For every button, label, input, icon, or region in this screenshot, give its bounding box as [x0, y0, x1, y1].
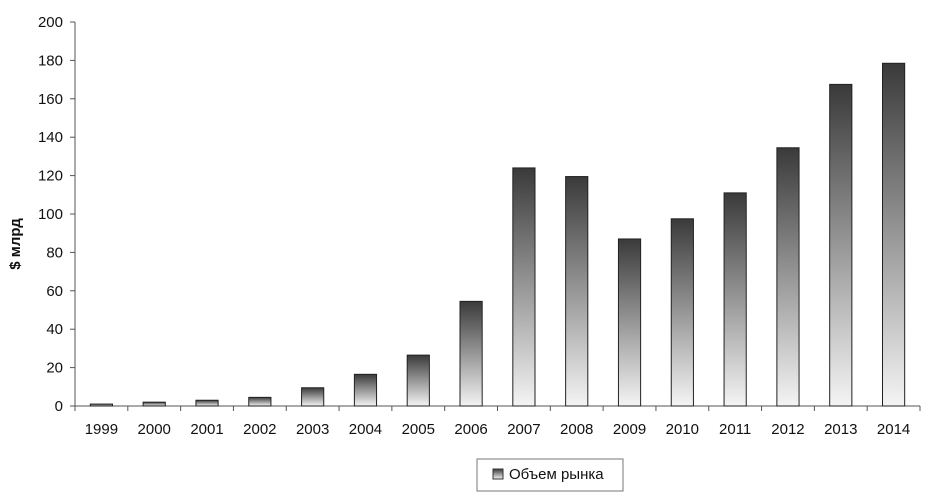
y-tick-label: 160 [38, 91, 63, 108]
legend-label: Объем рынка [509, 466, 604, 483]
x-tick-label: 2006 [454, 421, 487, 438]
bar-2012 [776, 147, 800, 407]
x-tick-label: 2003 [296, 421, 329, 438]
bar-2005 [406, 354, 430, 407]
bar-2008 [565, 176, 589, 407]
bar-2000 [142, 401, 166, 407]
bar-2009 [617, 238, 642, 407]
x-tick-label: 1999 [85, 421, 118, 438]
bar-2013 [829, 83, 853, 407]
x-tick-label: 2000 [138, 421, 171, 438]
bar-2014 [882, 62, 906, 407]
y-tick-label: 40 [46, 321, 63, 338]
x-tick-label: 2001 [190, 421, 223, 438]
bar-2003 [301, 387, 325, 407]
x-tick-label: 2010 [666, 421, 699, 438]
bar-2010 [670, 218, 694, 407]
x-tick-label: 2008 [560, 421, 593, 438]
bar-2006 [459, 300, 483, 407]
legend: Объем рынка [476, 458, 624, 492]
y-tick-label: 20 [46, 360, 63, 377]
x-tick-label: 2004 [349, 421, 382, 438]
x-tick-label: 2012 [771, 421, 804, 438]
y-tick-label: 0 [55, 398, 63, 415]
x-tick-label: 2005 [402, 421, 435, 438]
bar-2004 [353, 373, 378, 407]
y-axis-title: $ млрд [7, 218, 24, 270]
bar-2002 [248, 396, 272, 407]
x-tick-label: 2014 [877, 421, 910, 438]
x-tick-label: 2009 [613, 421, 646, 438]
y-tick-label: 100 [38, 206, 63, 223]
x-tick-label: 2013 [824, 421, 857, 438]
x-tick-label: 2011 [719, 421, 751, 438]
y-tick-label: 120 [38, 168, 63, 185]
y-tick-label: 200 [38, 14, 63, 31]
y-tick-label: 60 [46, 283, 63, 300]
x-tick-label: 2002 [243, 421, 276, 438]
y-tick-label: 140 [38, 129, 63, 146]
bar-2001 [195, 399, 219, 407]
tick-labels: 0 20 40 60 80 100 120 140 160 180 200 1999 2000 2001 2… [38, 14, 910, 438]
bars [89, 62, 906, 407]
y-tick-label: 180 [38, 52, 63, 69]
y-tick-label: 80 [46, 244, 63, 261]
bar-2007 [512, 167, 536, 407]
bar-1999 [89, 403, 113, 407]
x-tick-label: 2007 [507, 421, 540, 438]
bar-2011 [723, 192, 747, 407]
legend-swatch [492, 468, 504, 480]
